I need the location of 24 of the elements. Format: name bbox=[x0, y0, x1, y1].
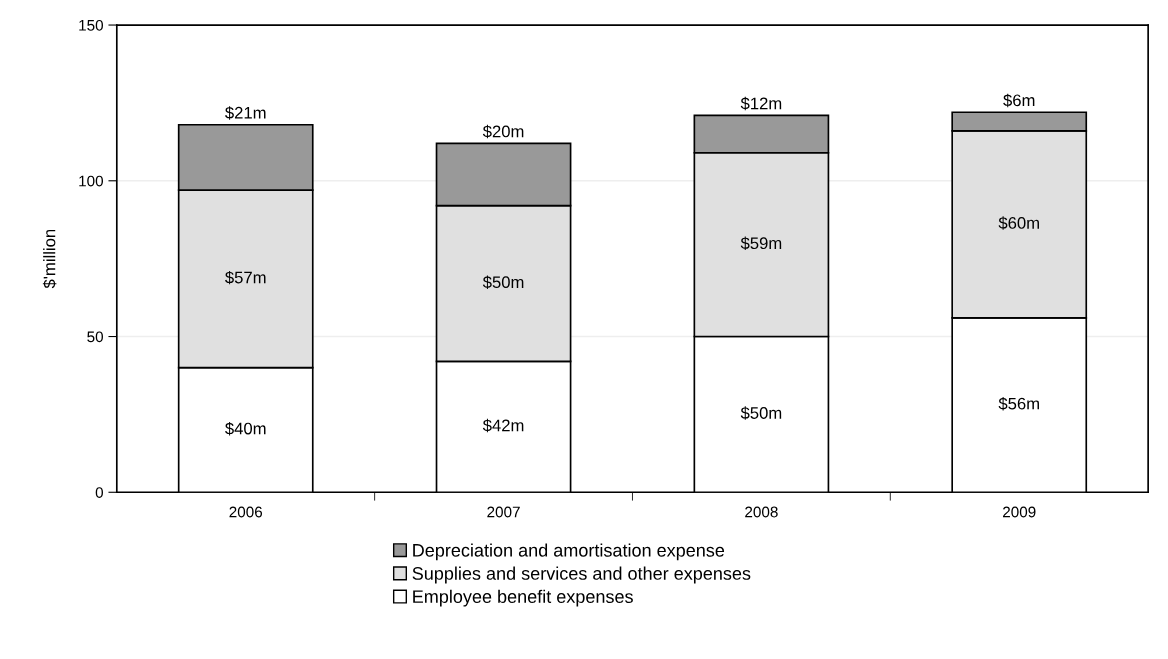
data-label: $12m bbox=[740, 96, 782, 111]
data-label: $6m bbox=[1003, 93, 1035, 108]
x-tick-label: 2007 bbox=[487, 506, 520, 518]
y-tick-label: 50 bbox=[87, 331, 104, 343]
legend-label: Depreciation and amortisation expense bbox=[413, 543, 725, 561]
y-tick-label: 0 bbox=[95, 487, 104, 498]
data-label: $56m bbox=[998, 397, 1039, 411]
legend-label: Employee benefit expenses bbox=[413, 589, 633, 607]
x-tick-label: 2008 bbox=[745, 506, 778, 518]
data-label: $42m bbox=[482, 418, 524, 433]
legend-label: Supplies and services and other expenses bbox=[412, 566, 751, 584]
data-label: $21m bbox=[225, 106, 266, 120]
data-label: $20m bbox=[482, 124, 524, 139]
y-tick-label: 100 bbox=[79, 175, 104, 187]
data-label: $57m bbox=[225, 270, 266, 285]
data-label: $50m bbox=[482, 275, 524, 290]
x-tick-label: 2006 bbox=[229, 506, 263, 518]
data-label: $60m bbox=[998, 216, 1039, 230]
y-tick-label: 150 bbox=[79, 19, 104, 31]
y-axis-title: $'million bbox=[42, 229, 57, 289]
data-label: $40m bbox=[225, 421, 266, 436]
data-label: $59m bbox=[740, 236, 782, 251]
data-label: $50m bbox=[740, 406, 782, 420]
x-tick-label: 2009 bbox=[1003, 506, 1036, 518]
